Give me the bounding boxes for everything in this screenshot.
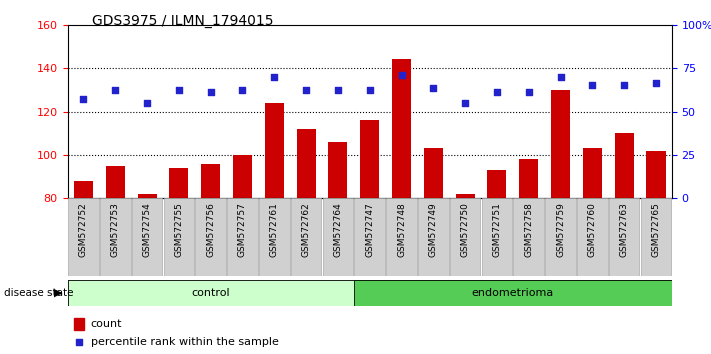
FancyBboxPatch shape [164,198,194,276]
FancyBboxPatch shape [641,198,671,276]
Text: GSM572753: GSM572753 [111,202,119,257]
FancyBboxPatch shape [132,198,162,276]
Point [73,339,85,345]
Text: control: control [191,288,230,298]
Text: count: count [90,319,122,329]
Text: GSM572764: GSM572764 [333,202,343,257]
FancyBboxPatch shape [481,198,512,276]
Point [651,80,662,86]
Text: GDS3975 / ILMN_1794015: GDS3975 / ILMN_1794015 [92,14,274,28]
Text: GSM572751: GSM572751 [493,202,501,257]
FancyBboxPatch shape [196,198,226,276]
Text: GSM572756: GSM572756 [206,202,215,257]
Text: GSM572761: GSM572761 [269,202,279,257]
FancyBboxPatch shape [259,198,289,276]
Bar [551,90,570,198]
FancyBboxPatch shape [228,198,258,276]
Bar [328,142,348,198]
Bar [233,155,252,198]
Text: GSM572758: GSM572758 [524,202,533,257]
Point [396,72,407,78]
FancyBboxPatch shape [68,280,354,306]
Point [364,87,375,93]
Bar [360,120,379,198]
Bar [201,164,220,198]
FancyBboxPatch shape [323,198,353,276]
Point [301,87,312,93]
Point [332,87,343,93]
Text: percentile rank within the sample: percentile rank within the sample [90,337,279,347]
Bar [296,129,316,198]
Bar [74,181,93,198]
Point [141,100,153,105]
Point [77,96,89,101]
Text: ▶: ▶ [54,288,63,298]
FancyBboxPatch shape [68,198,99,276]
FancyBboxPatch shape [386,198,417,276]
FancyBboxPatch shape [100,198,131,276]
Text: GSM572754: GSM572754 [143,202,151,257]
FancyBboxPatch shape [68,280,672,306]
Point [619,82,630,88]
FancyBboxPatch shape [418,198,449,276]
Bar [74,318,85,330]
FancyBboxPatch shape [609,198,639,276]
Text: GSM572752: GSM572752 [79,202,88,257]
Point [459,100,471,105]
Text: GSM572755: GSM572755 [174,202,183,257]
Bar [488,170,506,198]
Point [523,89,535,95]
Point [205,89,216,95]
FancyBboxPatch shape [577,198,608,276]
Text: GSM572747: GSM572747 [365,202,374,257]
FancyBboxPatch shape [354,280,672,306]
Bar [519,159,538,198]
Text: GSM572760: GSM572760 [588,202,597,257]
Point [427,85,439,91]
FancyBboxPatch shape [513,198,544,276]
Point [587,82,598,88]
Point [109,87,121,93]
Bar [106,166,125,198]
FancyBboxPatch shape [291,198,321,276]
Text: GSM572750: GSM572750 [461,202,470,257]
Point [237,87,248,93]
Point [173,87,185,93]
Bar [456,194,475,198]
Point [555,74,566,80]
Text: GSM572765: GSM572765 [651,202,661,257]
Bar [614,133,634,198]
Bar [137,194,156,198]
Bar [169,168,188,198]
FancyBboxPatch shape [355,198,385,276]
FancyBboxPatch shape [545,198,576,276]
Point [269,74,280,80]
Bar [583,148,602,198]
Text: disease state: disease state [4,288,73,298]
Point [491,89,503,95]
Bar [646,150,665,198]
Bar [264,103,284,198]
Bar [424,148,443,198]
Text: endometrioma: endometrioma [471,288,554,298]
Text: GSM572749: GSM572749 [429,202,438,257]
Text: GSM572748: GSM572748 [397,202,406,257]
Text: GSM572759: GSM572759 [556,202,565,257]
Bar [392,59,411,198]
FancyBboxPatch shape [450,198,481,276]
Text: GSM572762: GSM572762 [301,202,311,257]
Text: GSM572763: GSM572763 [620,202,629,257]
Text: GSM572757: GSM572757 [238,202,247,257]
